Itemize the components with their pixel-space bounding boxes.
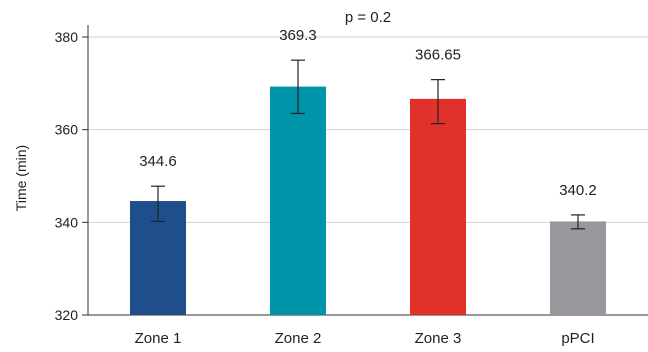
bars xyxy=(130,86,606,316)
x-tick-label: Zone 1 xyxy=(135,330,182,347)
y-tick-label: 320 xyxy=(55,307,79,323)
data-label: 340.2 xyxy=(559,182,597,199)
p-value-annotation: p = 0.2 xyxy=(345,9,391,26)
x-tick-label: pPCI xyxy=(561,330,594,347)
data-label: 366.65 xyxy=(415,47,461,64)
y-tick-label: 360 xyxy=(55,122,79,138)
x-tick-label: Zone 3 xyxy=(415,330,462,347)
bar-zone-3 xyxy=(410,98,466,315)
x-tick-label: Zone 2 xyxy=(275,330,322,347)
labels: 320 340 360 380 344.6 Zone 1 369.3 Zone 2 366.65… xyxy=(55,27,597,347)
y-tick-label: 340 xyxy=(55,214,79,230)
error-bars xyxy=(151,59,585,230)
y-tick-label: 380 xyxy=(55,29,79,45)
bar-zone-2 xyxy=(270,86,326,316)
y-axis-title: Time (min) xyxy=(13,145,29,211)
data-label: 344.6 xyxy=(139,153,177,170)
bar-ppci xyxy=(550,221,606,315)
data-label: 369.3 xyxy=(279,27,317,44)
